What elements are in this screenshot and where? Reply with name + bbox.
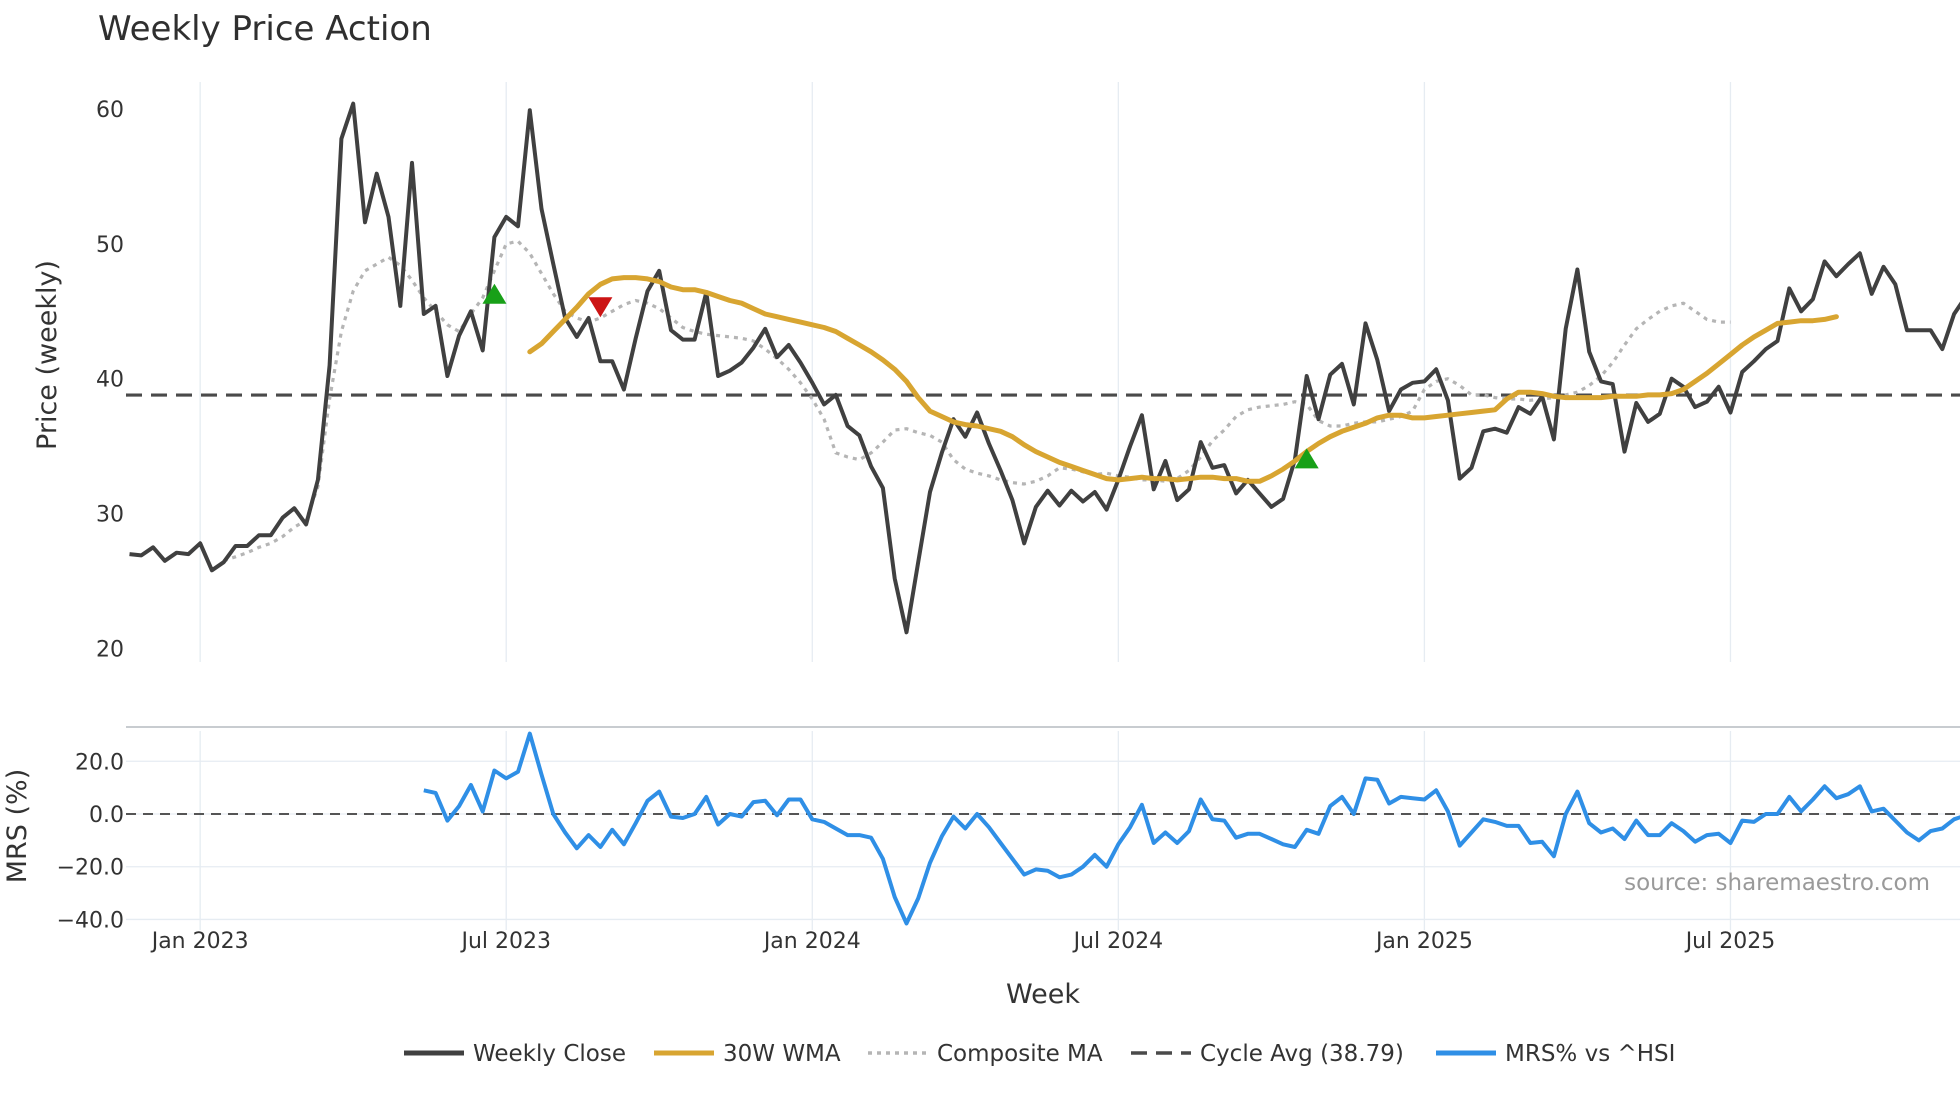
price-y-tick-label: 50 xyxy=(96,233,124,258)
mrs-y-tick-label: 20.0 xyxy=(75,750,124,775)
x-tick-label: Jul 2024 xyxy=(1072,929,1164,954)
weekly-close-line xyxy=(129,101,1960,635)
legend: Weekly Close 30W WMA Composite MA Cycle Avg… xyxy=(404,1041,1675,1067)
mrs-y-tick-label: −40.0 xyxy=(57,908,124,933)
buy-signal-marker xyxy=(482,283,507,304)
mrs-y-axis-title: MRS (%) xyxy=(2,769,33,884)
legend-label: 30W WMA xyxy=(723,1041,841,1067)
composite-ma-line xyxy=(223,239,1731,563)
mrs-panel xyxy=(126,731,1960,926)
legend-label: Weekly Close xyxy=(473,1041,626,1067)
sell-signal-marker xyxy=(588,297,613,318)
price-panel xyxy=(126,101,1960,635)
price-y-tick-label: 60 xyxy=(96,98,124,123)
price-y-tick-label: 30 xyxy=(96,503,124,528)
buy-signal-marker xyxy=(1294,448,1319,469)
x-tick-label: Jan 2023 xyxy=(150,929,249,954)
mrs-line xyxy=(423,731,1960,926)
x-tick-label: Jul 2025 xyxy=(1684,929,1776,954)
x-tick-label: Jan 2024 xyxy=(762,929,861,954)
source-label: source: sharemaestro.com xyxy=(1624,870,1930,896)
mrs-y-tick-label: 0.0 xyxy=(89,803,124,828)
wma-30w-line xyxy=(527,275,1839,484)
axes: Jan 2023 Jul 2023 Jan 2024 Jul 2024 Jan 2025… xyxy=(57,98,1960,954)
legend-label: Composite MA xyxy=(937,1041,1103,1067)
x-tick-label: Jan 2025 xyxy=(1374,929,1473,954)
x-axis-title: Week xyxy=(1006,979,1080,1010)
x-tick-label: Jul 2023 xyxy=(459,929,551,954)
legend-label: MRS% vs ^HSI xyxy=(1505,1041,1675,1067)
mrs-y-tick-label: −20.0 xyxy=(57,856,124,881)
price-y-axis-title: Price (weekly) xyxy=(32,260,63,450)
chart-title: Weekly Price Action xyxy=(98,9,432,49)
price-y-tick-label: 20 xyxy=(96,638,124,663)
legend-label: Cycle Avg (38.79) xyxy=(1200,1041,1404,1067)
price-y-tick-label: 40 xyxy=(96,368,124,393)
grid xyxy=(126,82,1960,930)
